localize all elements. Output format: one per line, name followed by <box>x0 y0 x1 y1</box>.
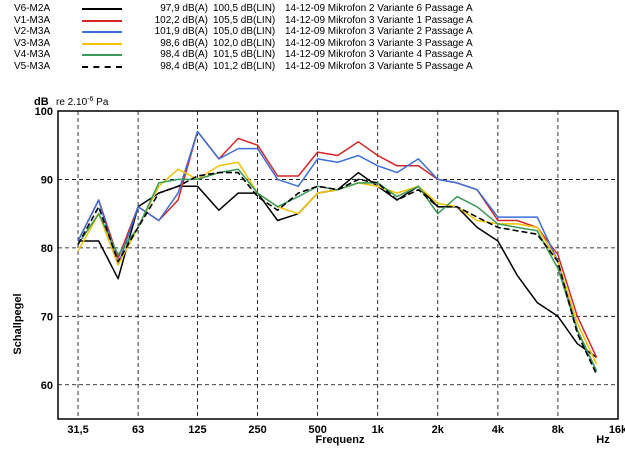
series-line-v1-m3a <box>77 130 598 358</box>
legend-lin-value: 102,0 dB(LIN) <box>213 37 276 49</box>
x-tick-label: 500 <box>308 424 326 436</box>
y-tick-label: 60 <box>41 380 53 392</box>
legend-description: 14-12-09 Mikrofon 3 Variante 2 Passage A <box>285 26 473 38</box>
legend-lin-value: 105,0 dB(LIN) <box>213 26 276 38</box>
series-line-v6-m2a <box>78 171 598 359</box>
legend-lin-value: 105,5 dB(LIN) <box>213 14 276 26</box>
series-layer <box>77 130 598 375</box>
series-line-v3-m3a <box>77 161 598 365</box>
series-line-v4-m3a <box>77 168 598 372</box>
legend-swatch <box>82 65 122 68</box>
grid <box>58 111 618 419</box>
x-tick-label: 1k <box>372 424 385 436</box>
legend-dba-value: 98,4 dB(A) <box>160 60 208 72</box>
series-line-v2-m3a <box>77 130 598 372</box>
legend-series-name: V4-M3A <box>14 49 51 61</box>
legend-lin-value: 101,2 dB(LIN) <box>213 60 276 72</box>
x-tick-labels: 31,5 63 125 250 500 1k 2k 4k 8k 16k <box>67 424 625 436</box>
legend-dba-value: 97,9 dB(A) <box>160 3 208 14</box>
legend-swatch <box>82 42 122 45</box>
legend-description: 14-12-09 Mikrofon 3 Variante 4 Passage A <box>285 49 473 61</box>
y-unit-label: dB <box>34 96 49 108</box>
legend-series-name: V1-M3A <box>14 14 51 26</box>
series-line-v5-m3a <box>77 171 598 375</box>
legend-swatch <box>82 54 122 57</box>
reference-label: re 2.10-6 Pa <box>56 96 109 108</box>
y-axis-label: Schallpegel <box>12 293 24 354</box>
x-axis-label: Frequenz <box>316 434 365 446</box>
x-tick-label: 4k <box>492 424 505 436</box>
x-tick-label: 250 <box>248 424 266 436</box>
plot-frame <box>57 110 619 420</box>
legend-description: 14-12-09 Mikrofon 3 Variante 3 Passage A <box>285 37 473 49</box>
legend-series-name: V5-M3A <box>14 60 51 72</box>
legend-dba-value: 98,4 dB(A) <box>160 49 208 61</box>
y-tick-label: 90 <box>41 174 53 186</box>
legend-swatch <box>82 19 122 22</box>
y-tick-label: 100 <box>35 106 53 118</box>
legend-series-name: V3-M3A <box>14 37 51 49</box>
y-tick-label: 80 <box>41 243 53 255</box>
legend-description: 14-12-09 Mikrofon 3 Variante 5 Passage A <box>285 60 473 72</box>
legend-description: 14-12-09 Mikrofon 2 Variante 6 Passage A <box>285 3 473 14</box>
x-tick-label: 8k <box>552 424 565 436</box>
x-tick-label: 63 <box>132 424 144 436</box>
legend-dba-value: 98,6 dB(A) <box>160 37 208 49</box>
x-tick-label: 2k <box>432 424 445 436</box>
legend-dba-value: 101,9 dB(A) <box>154 26 208 38</box>
y-tick-label: 70 <box>41 311 53 323</box>
legend-lin-value: 100,5 dB(LIN) <box>213 3 276 14</box>
legend-series-name: V6-M2A <box>14 3 51 14</box>
legend-swatch <box>82 8 122 10</box>
legend-lin-value: 101,5 dB(LIN) <box>213 49 276 61</box>
legend-description: 14-12-09 Mikrofon 3 Variante 1 Passage A <box>285 14 473 26</box>
x-unit-label: Hz <box>596 434 610 446</box>
y-tick-labels: 60 70 80 90 100 <box>35 106 53 392</box>
x-tick-label: 31,5 <box>67 424 88 436</box>
legend-series-name: V2-M3A <box>14 26 51 38</box>
legend-dba-value: 102,2 dB(A) <box>154 14 208 26</box>
x-tick-label: 125 <box>188 424 206 436</box>
x-tick-label: 16k <box>609 424 625 436</box>
legend-swatch <box>82 31 122 34</box>
